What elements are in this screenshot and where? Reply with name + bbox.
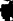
Text: HCl input pressure: 1.0$\times$10$^{-3}$ atm,: HCl input pressure: 1.0$\times$10$^{-3}$… [2, 6, 13, 21]
Text: HCl: HCl [6, 2, 13, 20]
Text: AlCl$_3$: AlCl$_3$ [3, 0, 13, 20]
Text: Source: Al: Source: Al [2, 0, 13, 5]
Text: FIG. 1: FIG. 1 [0, 7, 13, 21]
Text: AlCl: AlCl [4, 1, 13, 20]
Text: Carrier gas: H$_2$: Carrier gas: H$_2$ [2, 6, 13, 21]
Text: Total pressure: 1.0 atm,: Total pressure: 1.0 atm, [2, 5, 13, 21]
Text: H$_2$: H$_2$ [0, 0, 13, 6]
